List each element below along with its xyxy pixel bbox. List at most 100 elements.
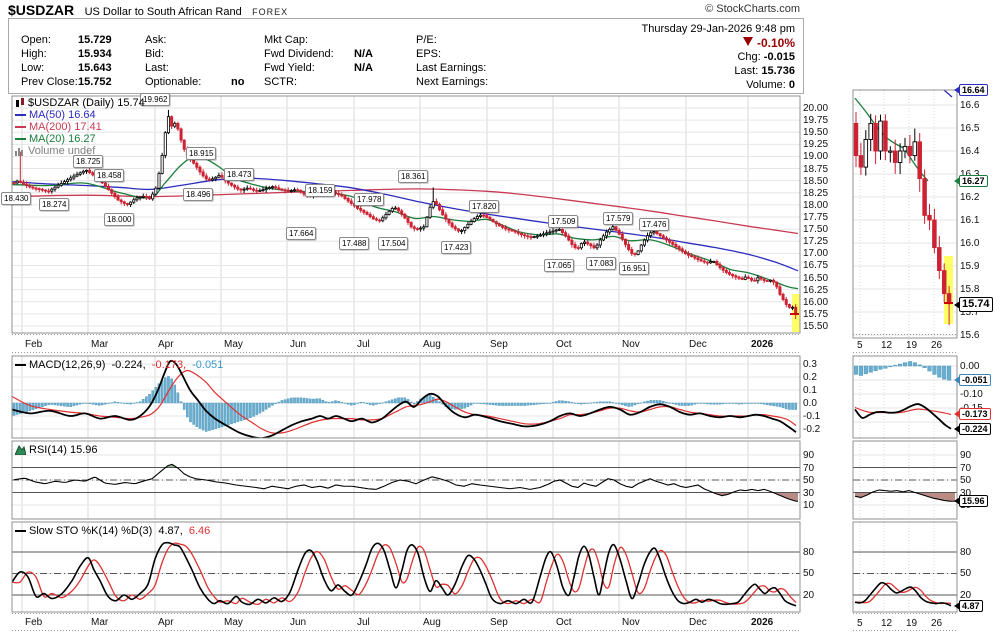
quote-row: Bid: [145,47,201,61]
rsi-area-icon [15,445,26,455]
chart-header: $USDZAR US Dollar to South African Rand … [8,2,288,18]
quote-label: Low: [21,62,45,74]
quote-label: Fwd Yield: [264,62,315,74]
quote-label: High: [21,48,47,60]
quote-right-rows: Chg: -0.015 Last: 15.736 Volume: 0 [642,50,795,92]
volume-bars-icon [15,147,23,156]
quote-row: Next Earnings: [416,75,488,89]
gridlines [853,522,957,612]
quote-row: P/E: [416,33,488,47]
rsi-legend-label: RSI(14) 15.96 [29,444,98,456]
ma20-legend-label: MA(20) 16.27 [29,133,96,145]
quote-value: 15.934 [78,48,112,60]
mini-price-plot [853,90,953,326]
mini-sto-plot [853,551,957,607]
gridlines [853,356,957,438]
quote-column: Ask: Bid: Last: Optionable: no [145,33,244,89]
quote-column: Mkt Cap: Fwd Dividend: N/A Fwd Yield: N/A SCT… [264,33,373,89]
percent-change: -0.10% [756,36,795,50]
quote-label: Mkt Cap: [264,34,309,46]
sto-legend: Slow STO %K(14) %D(3) 4.87, 6.46 [15,525,210,537]
quote-row: High: 15.934 [21,47,112,61]
quote-change-row: Chg: -0.015 [737,51,795,63]
quote-label: P/E: [416,34,437,46]
quote-summary-box: Open: 15.729 High: 15.934 Low: 15.643 Prev Clo… [8,18,804,94]
quote-label: Ask: [145,34,167,46]
ma50-legend: MA(50) 16.64 [15,109,96,121]
quote-row: Optionable: no [145,75,244,89]
volume-legend-label: Volume undef [28,145,96,157]
quote-value: no [231,76,245,88]
ma50-swatch-icon [15,114,26,116]
quote-row: Last Earnings: [416,61,488,75]
sto-k-value: 4.87, [158,525,183,537]
quote-value: N/A [354,48,373,60]
candlestick-series [12,109,798,320]
quote-label: EPS: [416,48,442,60]
mini-candlestick-series [853,112,952,326]
copyright-text: © StockCharts.com [705,3,800,15]
quote-date: Thursday 29-Jan-2026 9:48 pm [641,23,795,35]
macd-signal-value: -0.173, [148,359,187,371]
quote-change-block: Thursday 29-Jan-2026 9:48 pm -0.10% Chg:… [642,22,795,92]
quote-label: Open: [21,34,51,46]
mini-macd-plot [853,361,952,430]
main-price-plot [12,109,800,332]
price-legend-title: $USDZAR (Daily) 15.74 [28,97,145,109]
quote-value: 15.643 [78,62,112,74]
macd-legend-name: MACD(12,26,9) [29,359,109,371]
sto-d-value: 6.46 [185,525,211,537]
gridlines [12,356,800,438]
quote-value: 15.752 [78,76,112,88]
candlestick-icon [16,98,24,107]
quote-row: Mkt Cap: [264,33,334,47]
quote-column: Open: 15.729 High: 15.934 Low: 15.643 Prev Clo… [21,33,112,89]
quote-change-row: Volume: 0 [746,79,795,91]
exchange-label: FOREX [252,7,289,17]
macd-value: -0.224, [111,359,146,371]
ma20-swatch-icon [15,138,26,140]
quote-row: Low: 15.643 [21,61,112,75]
quote-label: Next Earnings: [416,76,489,88]
ma50-legend-label: MA(50) 16.64 [29,109,96,121]
instrument-name: US Dollar to South African Rand [84,6,242,18]
quote-value: 15.729 [78,34,112,46]
quote-row: Fwd Dividend: N/A [264,47,373,61]
quote-label: Last: [145,62,169,74]
quote-label: Last Earnings: [416,62,487,74]
quote-row: Ask: [145,33,201,47]
macd-plot [12,359,797,438]
quote-row: SCTR: [264,75,334,89]
rsi-plot [12,463,800,502]
macd-line-icon [15,364,26,366]
ma200-legend: MA(200) 17.41 [15,121,102,133]
quote-label: SCTR: [264,76,297,88]
quote-row: Last: [145,61,201,75]
price-legend: $USDZAR (Daily) 15.74 [15,97,145,109]
percent-change-row: -0.10% [642,36,795,50]
volume-legend: Volume undef [15,145,95,157]
ma20-legend: MA(20) 16.27 [15,133,96,145]
ma200-swatch-icon [15,126,26,128]
quote-row: Prev Close: 15.752 [21,75,112,89]
sto-line-icon [15,530,26,532]
quote-label: Optionable: [145,76,202,88]
ticker-symbol: $USDZAR [8,2,75,18]
quote-column: P/E: EPS: Last Earnings: Next Earnings: [416,33,488,89]
quote-label: Fwd Dividend: [264,48,334,60]
macd-hist-value: -0.051 [189,359,224,371]
quote-change-row: Last: 15.736 [734,65,795,77]
sto-legend-name: Slow STO %K(14) %D(3) [29,525,156,537]
quote-row: Open: 15.729 [21,33,112,47]
macd-histogram [12,376,797,432]
macd-legend: MACD(12,26,9) -0.224, -0.173, -0.051 [15,359,223,371]
quote-row: Fwd Yield: N/A [264,61,373,75]
quote-label: Bid: [145,48,164,60]
quote-value: N/A [354,62,373,74]
ma200-legend-label: MA(200) 17.41 [29,121,102,133]
mini-rsi-plot [853,467,957,502]
quote-label: Prev Close: [21,76,78,88]
down-triangle-icon [742,37,753,46]
